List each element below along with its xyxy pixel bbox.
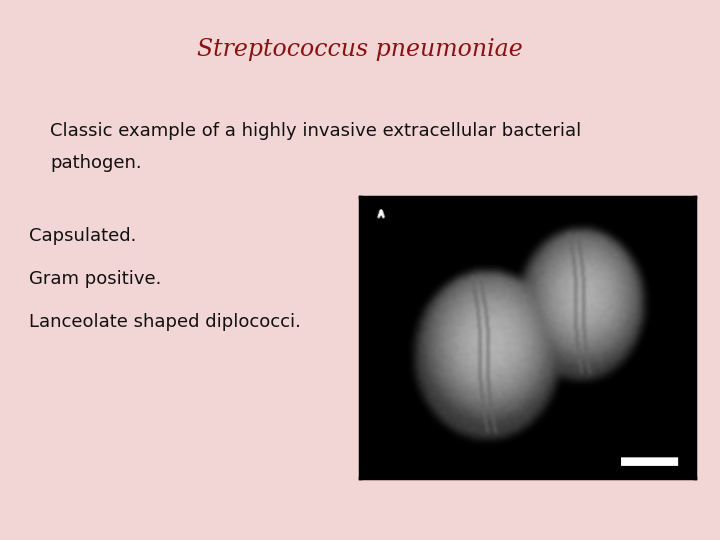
Text: Streptococcus pneumoniae: Streptococcus pneumoniae bbox=[197, 38, 523, 61]
Text: Classic example of a highly invasive extracellular bacterial: Classic example of a highly invasive ext… bbox=[50, 122, 582, 139]
Text: Lanceolate shaped diplococci.: Lanceolate shaped diplococci. bbox=[29, 313, 301, 331]
Text: pathogen.: pathogen. bbox=[50, 154, 142, 172]
Text: Capsulated.: Capsulated. bbox=[29, 227, 136, 245]
Text: Gram positive.: Gram positive. bbox=[29, 270, 161, 288]
